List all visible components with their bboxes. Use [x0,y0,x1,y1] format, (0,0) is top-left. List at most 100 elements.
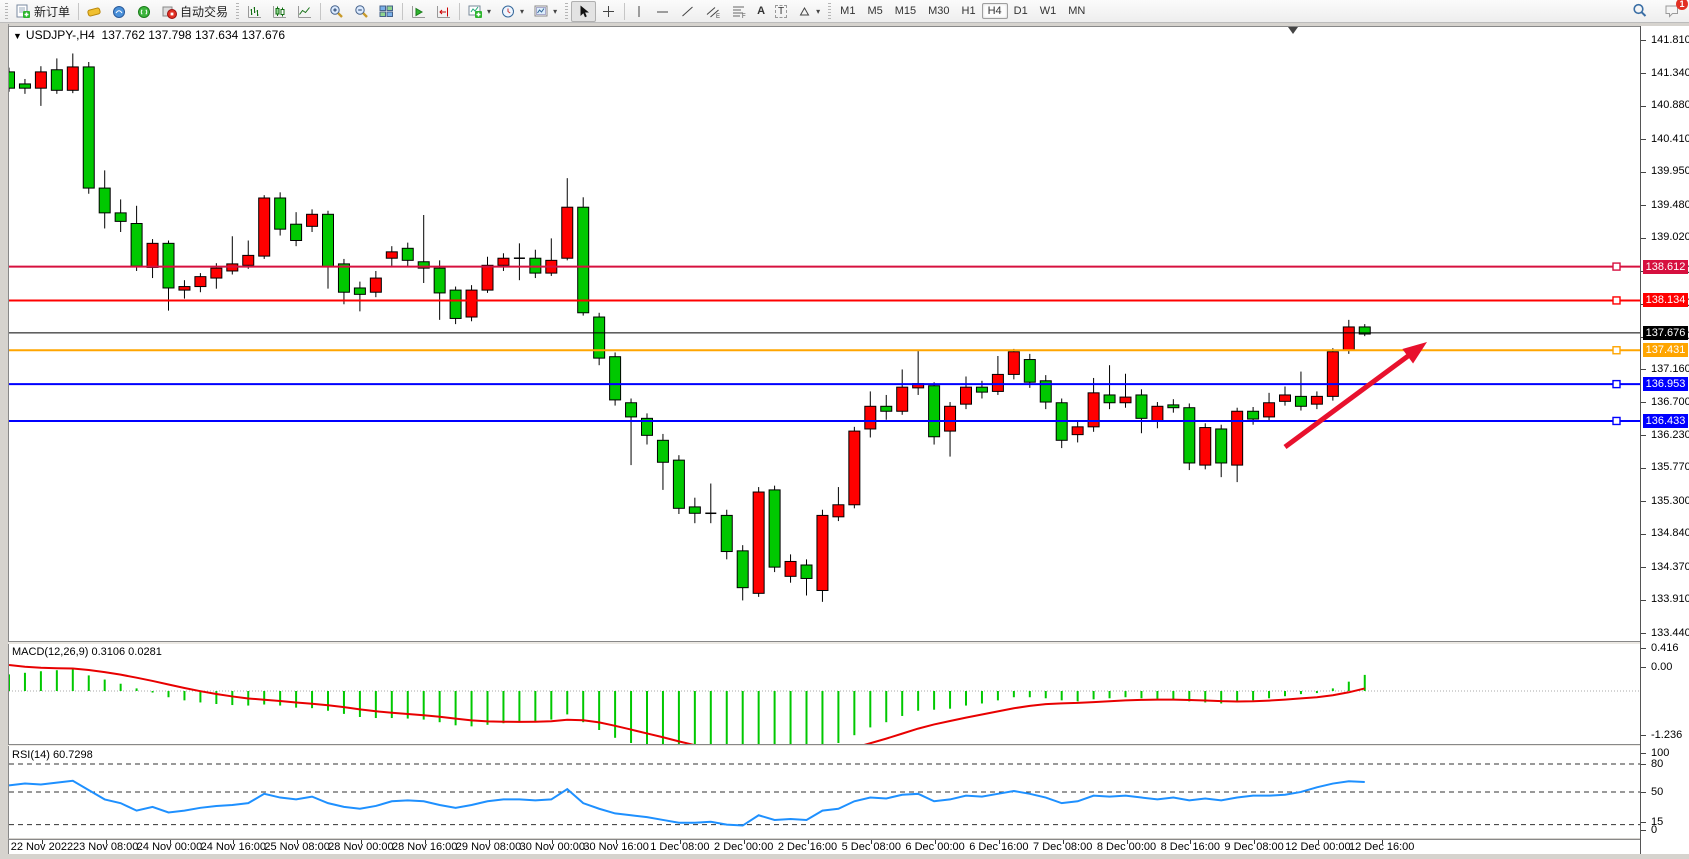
chart-shift-marker[interactable] [1288,27,1298,34]
bear-candle [290,223,303,242]
market-button[interactable] [107,1,132,22]
price-tick-label: 139.480 [1651,198,1689,211]
chevron-down-icon[interactable]: ▼ [13,31,22,41]
bull-candle [848,430,861,506]
tile-windows-button[interactable] [374,1,399,22]
timeframe-m15[interactable]: M15 [894,5,917,17]
macd-tick-mark [1641,667,1646,668]
notifications-button[interactable]: 1 [1659,0,1688,22]
separator [624,2,626,20]
toolbar-grip[interactable] [565,3,569,19]
price-tick-mark [1641,105,1646,107]
horizontal-line-tool-button[interactable] [650,1,675,22]
signals-button[interactable] [132,1,157,22]
vertical-line-tool-button[interactable] [628,1,650,22]
time-label: 28 Nov 00:00 [328,841,394,853]
bear-candle [449,289,462,319]
line-handle-square[interactable] [1612,379,1621,389]
line-handle-square[interactable] [1612,416,1621,426]
toolbar-grip[interactable] [5,3,8,19]
timeframe-m30[interactable]: M30 [928,5,950,17]
new-order-button[interactable]: 新订单 [11,1,75,22]
bull-candle [1310,395,1323,405]
time-tick-mark [998,840,1000,844]
price-tick-label: 137.160 [1651,362,1689,375]
line-handle-square[interactable] [1612,346,1621,355]
toolbar-grip[interactable] [236,3,240,19]
auto-trading-button[interactable]: 自动交易 [157,1,233,22]
time-label: 7 Dec 08:00 [1033,841,1093,853]
time-tick-mark [424,840,426,844]
price-axis[interactable]: 141.810 141.340 140.880 140.410 139.950 139.4… [1640,26,1689,854]
fibonacci-tool-button[interactable]: F [726,1,752,22]
time-axis[interactable]: 22 Nov 2022 23 Nov 08:00 24 Nov 00:00 24 No… [8,839,1641,855]
bear-candle [50,69,63,91]
time-label: 1 Dec 08:00 [650,841,710,853]
line-chart-button[interactable] [292,1,317,22]
bear-candle [736,550,749,589]
timeframe-m1[interactable]: M1 [840,5,856,17]
price-tick-mark [1641,369,1646,371]
chart-shift-button[interactable] [431,1,456,22]
trend-arrow-shaft[interactable] [1283,349,1416,450]
timeframe-h4[interactable]: H4 [981,3,1008,19]
time-label: 6 Dec 00:00 [905,841,965,853]
text-tool-button[interactable]: A [752,1,770,22]
channel-tool-button[interactable]: E [700,1,726,22]
price-tick-mark [1641,205,1646,207]
timeframe-mn[interactable]: MN [1068,5,1086,17]
line-handle-square[interactable] [1612,262,1621,271]
price-tick-label: 141.340 [1651,66,1689,79]
timeframe-h1[interactable]: H1 [961,5,976,17]
bull-candle [1007,351,1020,375]
bull-candle [832,504,845,518]
templates-button[interactable]: ▾ [529,1,562,22]
bull-candle [960,386,972,405]
candlestick-chart-button[interactable] [267,1,292,22]
time-tick-mark [1317,840,1319,844]
cursor-tool-button[interactable] [571,0,597,22]
bull-candle [1231,410,1244,466]
shapes-tool-button[interactable]: ▾ [792,1,825,22]
bull-candle [896,386,909,412]
line-handle-square[interactable] [1612,296,1621,305]
search-button[interactable] [1627,1,1653,22]
separator [320,2,322,20]
bull-candle [1151,405,1164,422]
macd-chart[interactable] [9,644,1640,744]
bar-chart-button[interactable] [242,1,267,22]
time-label: 30 Nov 16:00 [583,841,649,853]
price-tick-mark [1641,237,1646,239]
separator [78,2,80,20]
periods-button[interactable]: ▾ [496,1,529,22]
bear-candle [656,439,669,463]
gold-button[interactable] [82,1,107,22]
text-label-tool-button[interactable]: T [770,1,792,22]
candlestick-chart[interactable] [9,27,1640,641]
trend-arrow-head[interactable] [1402,342,1427,364]
new-order-icon [16,4,30,18]
auto-scroll-button[interactable] [406,1,431,22]
rsi-axis-label: 100 [1651,746,1670,759]
bear-candle [641,417,653,436]
level-price-label: 137.431 [1643,343,1688,358]
zoom-in-button[interactable] [324,1,349,22]
rsi-tick-mark [1641,753,1646,754]
toolbar-grip[interactable] [828,3,832,19]
price-tick-mark [1641,73,1646,75]
zoom-out-button[interactable] [349,1,374,22]
chart-shift-icon [437,5,451,18]
time-label: 12 Dec 16:00 [1348,841,1415,853]
time-label: 2 Dec 00:00 [714,841,774,853]
clock-icon [502,5,515,17]
trendline-tool-button[interactable] [675,1,700,22]
new-chart-button[interactable]: ▾ [463,1,496,22]
level-price-label: 138.134 [1643,293,1688,308]
rsi-chart[interactable] [9,746,1640,838]
timeframe-d1[interactable]: D1 [1013,5,1028,17]
timeframe-w1[interactable]: W1 [1039,5,1057,17]
bull-candle [561,206,574,259]
crosshair-tool-button[interactable] [596,1,621,22]
timeframe-m5[interactable]: M5 [867,5,883,17]
macd-axis-label: 0.00 [1651,660,1673,673]
